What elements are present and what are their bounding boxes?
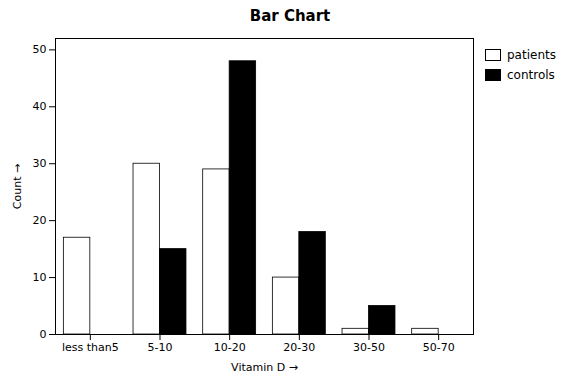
svg-text:Count →: Count → <box>11 164 24 209</box>
html-text:Bar Chart: Bar Chart <box>249 7 331 25</box>
svg-text:20-30: 20-30 <box>283 341 315 354</box>
svg-text:40: 40 <box>33 100 47 113</box>
svg-text:30: 30 <box>33 157 47 170</box>
svg-text:0: 0 <box>40 328 47 341</box>
svg-text:5-10: 5-10 <box>148 341 173 354</box>
svg-text:10: 10 <box>33 271 47 284</box>
svg-text:Vitamin D →: Vitamin D → <box>231 361 298 374</box>
svg-text:30-50: 30-50 <box>353 341 385 354</box>
svg-text:50-70: 50-70 <box>423 341 455 354</box>
svg-text:50: 50 <box>33 43 47 56</box>
html-text:patients: patients <box>507 48 556 62</box>
svg-text:less than5: less than5 <box>62 341 119 354</box>
svg-text:10-20: 10-20 <box>214 341 246 354</box>
html-text:controls: controls <box>507 68 555 82</box>
svg-text:20: 20 <box>33 214 47 227</box>
